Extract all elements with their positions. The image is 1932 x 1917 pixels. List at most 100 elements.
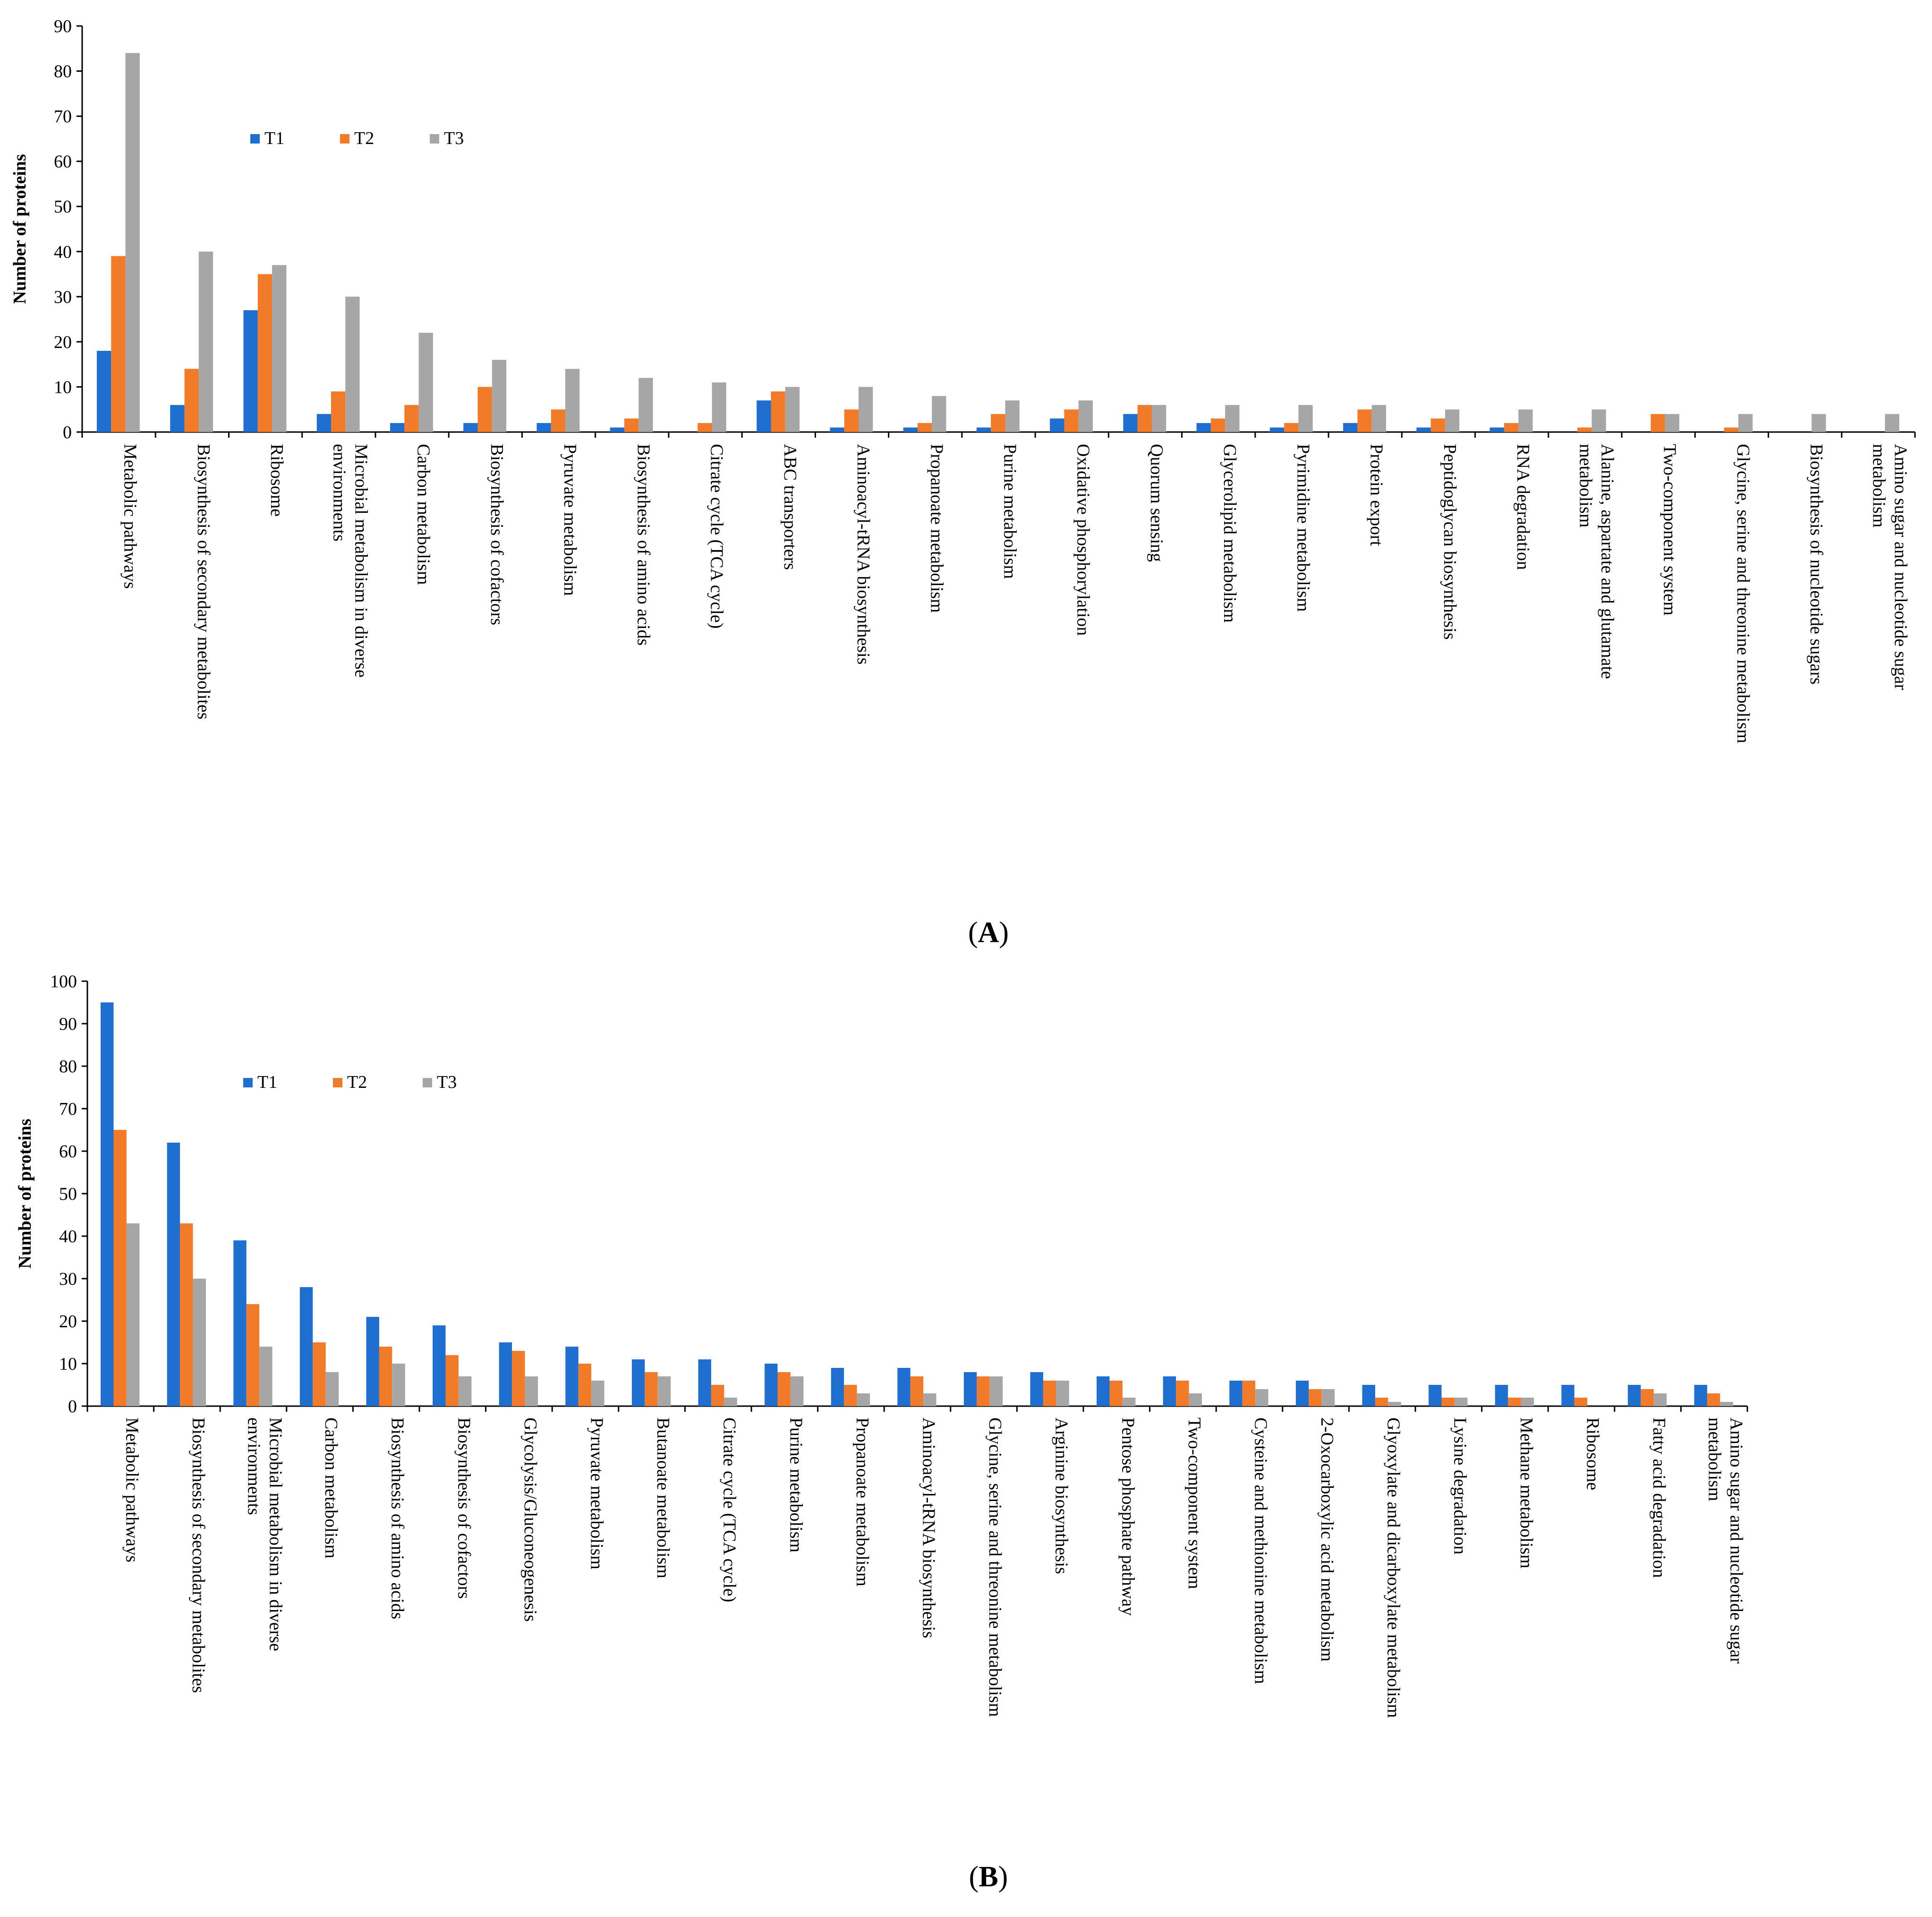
bar-t1-11: [830, 427, 844, 432]
x-category-label: Metabolic pathways: [122, 1417, 142, 1562]
bar-t2-20: [1375, 1398, 1388, 1406]
bar-t1-4: [316, 414, 332, 432]
bar-t2-16: [1210, 418, 1226, 432]
y-tick-label: 10: [59, 1354, 77, 1374]
bar-t1-8: [610, 427, 624, 432]
panel-label-open: (: [968, 916, 978, 949]
x-category-label: Propanoate metabolism: [852, 1417, 872, 1586]
bar-t1-13: [897, 1368, 911, 1406]
x-category-label: Biosynthesis of secondary metabolites: [188, 1417, 208, 1693]
bar-t3-8: [591, 1381, 604, 1406]
y-axis-title: Number of proteins: [15, 1119, 35, 1268]
bar-t2-22: [1651, 414, 1665, 432]
x-category-label: Pentose phosphate pathway: [1118, 1417, 1138, 1616]
bar-t1-2: [167, 1143, 180, 1406]
x-category-label: Protein export: [1367, 444, 1387, 546]
bar-t1-3: [243, 310, 258, 432]
x-category-label: Glycolysis/Gluconeogenesis: [520, 1417, 540, 1622]
x-category-label: Microbial metabolism in diverse: [351, 444, 371, 678]
bar-t2-25: [1707, 1393, 1720, 1406]
x-category-label: Pyruvate metabolism: [587, 1417, 607, 1569]
x-category-label: Peptidoglycan biosynthesis: [1440, 444, 1460, 640]
x-category-label: Aminoacyl-tRNA biosynthesis: [853, 444, 873, 665]
bar-t3-17: [1298, 405, 1313, 432]
x-category-label: Metabolic pathways: [120, 444, 140, 589]
bar-t3-5: [392, 1364, 405, 1406]
bar-t3-20: [1518, 409, 1533, 432]
x-category-label: Fatty acid degradation: [1649, 1417, 1669, 1578]
bar-t2-4: [313, 1342, 326, 1406]
legend-label-t3: T3: [437, 1072, 457, 1092]
bar-t2-18: [1357, 409, 1372, 432]
bar-t1-20: [1362, 1385, 1375, 1406]
bar-t2-9: [698, 423, 712, 432]
bar-t1-6: [433, 1325, 446, 1406]
bar-t1-15: [1123, 414, 1138, 432]
bar-t1-1: [97, 351, 111, 432]
x-category-label: Carbon metabolism: [321, 1417, 341, 1559]
bar-t2-4: [331, 391, 346, 432]
x-category-label: Biosynthesis of amino acids: [388, 1417, 408, 1619]
panel-label-close: ): [998, 1861, 1008, 1893]
legend-swatch-t2: [340, 134, 349, 144]
bar-t3-10: [724, 1398, 737, 1406]
bar-t1-17: [1163, 1376, 1176, 1406]
bar-t2-14: [1064, 409, 1079, 432]
bar-t3-18: [1371, 405, 1386, 432]
bar-t3-6: [459, 1376, 472, 1406]
bar-t2-8: [624, 418, 639, 432]
bar-t2-19: [1309, 1389, 1322, 1406]
bar-t3-12: [857, 1393, 870, 1406]
x-category-label: Pyrimidine metabolism: [1294, 444, 1313, 612]
y-tick-label: 80: [59, 1057, 77, 1077]
x-category-label: Glycerolipid metabolism: [1220, 444, 1240, 623]
bar-t2-16: [1109, 1381, 1123, 1406]
bar-t2-2: [184, 369, 199, 432]
bar-t3-19: [1445, 409, 1460, 432]
x-category-label: Amino sugar and nucleotide sugar: [1890, 444, 1910, 690]
bar-t3-7: [565, 369, 580, 432]
bar-t2-12: [918, 423, 932, 432]
bar-t3-20: [1388, 1402, 1401, 1406]
bar-t2-2: [180, 1223, 193, 1406]
x-category-label: Biosynthesis of cofactors: [487, 444, 507, 625]
bar-t2-23: [1574, 1398, 1588, 1406]
bar-t2-7: [512, 1351, 525, 1406]
bar-t1-11: [765, 1364, 778, 1406]
x-category-label: Amino sugar and nucleotide sugar: [1727, 1417, 1746, 1664]
bar-t2-7: [551, 409, 566, 432]
bar-t2-18: [1242, 1381, 1256, 1406]
bar-t2-19: [1430, 418, 1445, 432]
panel-label-letter: A: [978, 916, 999, 949]
bar-t3-23: [1738, 414, 1753, 432]
x-category-label: Oxidative phosphorylation: [1073, 444, 1093, 636]
chart-panel-b: 0 10 20 30 40 50 60 70 80 90 100 Number of proteins…: [15, 972, 1748, 1893]
bar-t2-10: [711, 1385, 724, 1406]
x-category-label: 2-Oxocarboxylic acid metabolism: [1317, 1417, 1337, 1662]
bar-t1-12: [903, 427, 918, 432]
bar-t2-8: [578, 1364, 592, 1406]
bar-t2-12: [844, 1385, 857, 1406]
y-tick-label: 40: [59, 1227, 77, 1247]
bar-t3-19: [1321, 1389, 1335, 1406]
y-tick-label: 10: [54, 377, 72, 397]
bar-t1-15: [1030, 1372, 1043, 1406]
bar-t2-15: [1043, 1381, 1056, 1406]
bar-t3-16: [1225, 405, 1240, 432]
x-category-label: Ribosome: [1583, 1417, 1603, 1490]
bar-t1-18: [1343, 423, 1358, 432]
y-tick-label: 90: [54, 17, 72, 36]
bar-t1-17: [1269, 427, 1285, 432]
bar-t2-6: [445, 1355, 459, 1406]
bar-t2-21: [1577, 427, 1592, 432]
bar-t2-13: [910, 1376, 924, 1406]
y-tick-label: 40: [54, 242, 72, 262]
bar-t1-21: [1429, 1385, 1442, 1406]
bar-t3-9: [712, 382, 726, 432]
x-category-label: Carbon metabolism: [414, 444, 434, 585]
bar-t1-13: [976, 427, 991, 432]
x-category-label: Glyoxylate and dicarboxylate metabolism: [1384, 1417, 1404, 1718]
x-category-label: metabolism: [1869, 444, 1889, 527]
